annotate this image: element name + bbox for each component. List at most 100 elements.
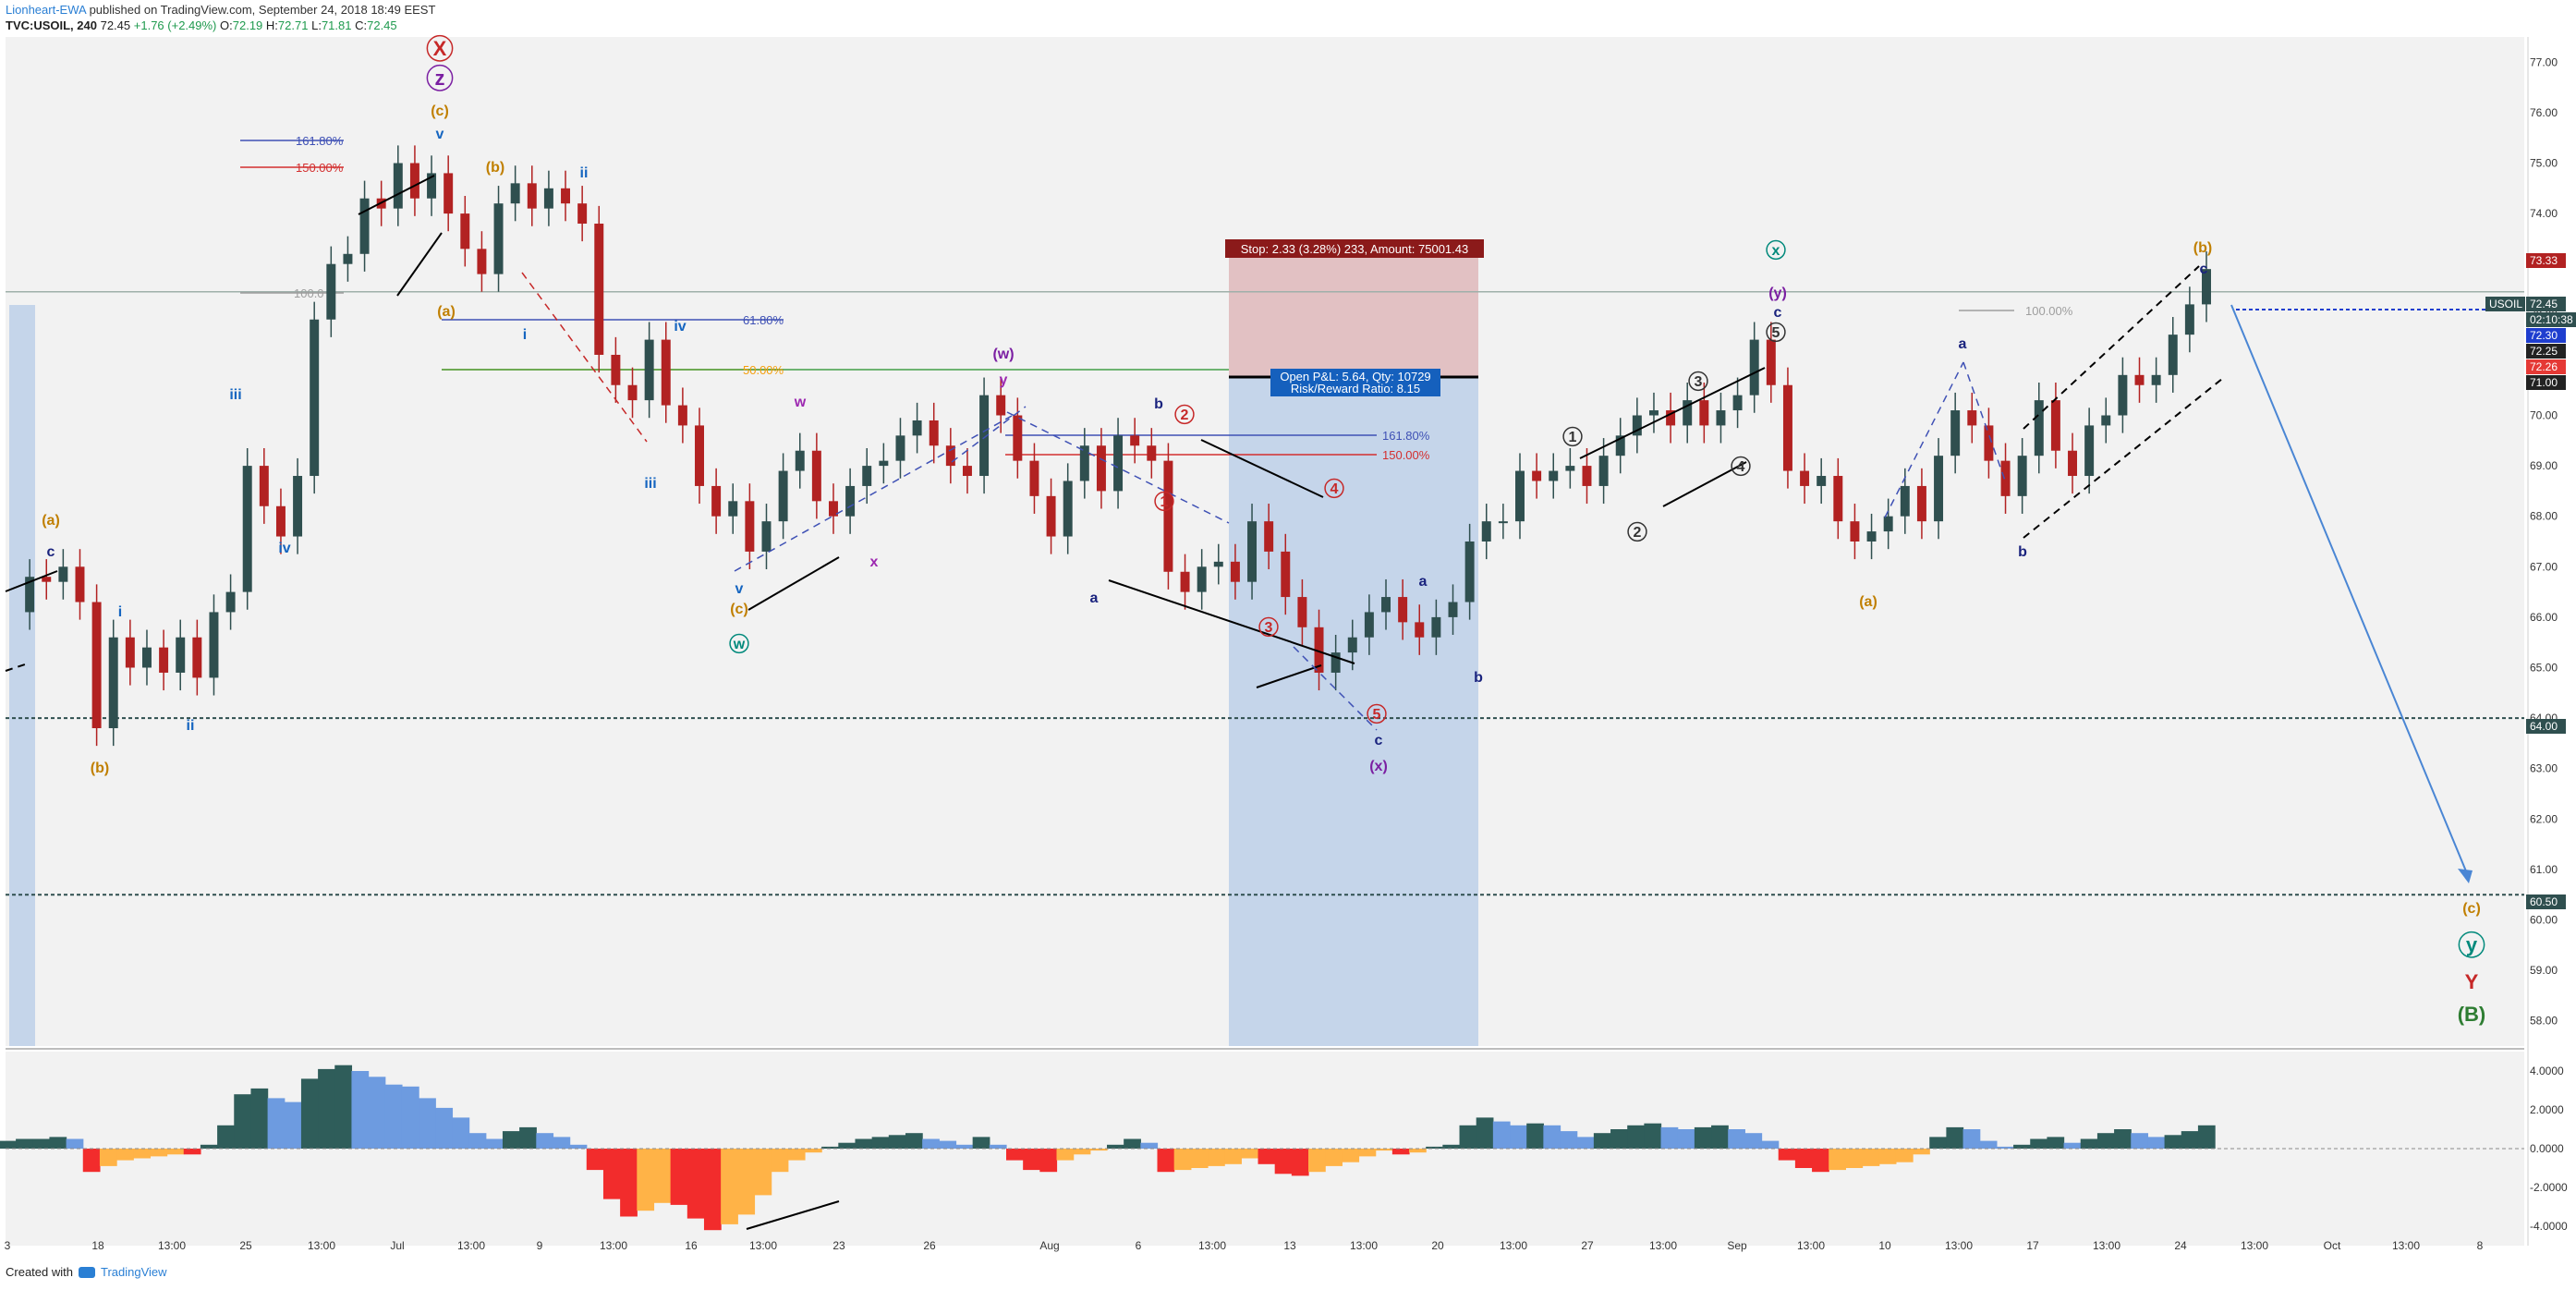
candle-body [25,577,35,613]
wave-label: (c) [730,602,748,617]
wave-label: (a) [437,304,456,320]
candle-body [1850,521,1860,542]
oscillator-bar [183,1149,201,1155]
candle-body [393,163,403,209]
candle-body [1415,622,1425,638]
candle-body [1096,445,1106,492]
candle-body [2184,304,2194,335]
candle-body [125,637,135,668]
price-axis-label: 72.45 [2530,298,2558,310]
pl-label: Open P&L: 5.64, Qty: 10729 [1280,370,1430,383]
time-tick: 27 [1581,1239,1594,1252]
price-tick: 63.00 [2530,762,2558,775]
wave-label: c [47,544,55,560]
trend-line [521,272,648,443]
candle-body [1532,470,1542,481]
oscillator-bar [1627,1125,1645,1149]
price-axis-label-bg [2526,344,2566,359]
wave-label: y [1000,372,1008,388]
wave-label: 5 [1373,707,1381,723]
price-change: +1.76 (+2.49%) [133,18,217,32]
candle-body [359,198,370,254]
time-tick: 13:00 [2241,1239,2268,1252]
candle-body [1817,476,1827,486]
oscillator-bar [1576,1137,1595,1149]
symbol-name[interactable]: TVC:USOIL, 240 [6,18,97,32]
wave-circle [1367,703,1387,724]
oscillator-tick: -4.0000 [2530,1220,2568,1233]
time-tick: 13:00 [1198,1239,1226,1252]
wave-label: x [870,554,879,570]
oscillator-bar [284,1101,302,1149]
wave-label: w [794,395,807,410]
wave-label: x [1772,243,1780,259]
wave-label: a [1419,574,1428,590]
wave-label: (b) [486,160,504,176]
fib-label: 100.0 [294,286,324,300]
candle-body [159,647,169,673]
price-tick: 74.00 [2530,207,2558,220]
wave-circle [1154,491,1174,512]
oscillator-bar [1593,1133,1611,1149]
time-tick: 18 [91,1239,104,1252]
candle-body [745,501,755,552]
oscillator-bar [602,1149,621,1199]
oscillator-bar [318,1068,335,1149]
wave-label: 1 [1160,494,1169,510]
wave-label: 2 [1634,525,1642,541]
wave-label: (y) [1768,286,1787,301]
tradingview-logo-icon [78,1266,95,1278]
candle-body [2017,456,2027,496]
time-tick: Sep [1727,1239,1747,1252]
candle-body [42,577,52,582]
candle-body [1515,470,1525,522]
price-axis-label: 60.50 [2530,895,2558,908]
oscillator-bar [16,1138,33,1149]
candle-body [1013,415,1023,461]
candle-body [1247,521,1258,582]
oscillator-bar [1409,1149,1427,1153]
candle-body [912,420,922,436]
candle-body [1364,612,1374,638]
price-tick: 61.00 [2530,863,2558,876]
candle-body [2118,374,2128,416]
author-name[interactable]: Lionheart-EWA [6,3,86,17]
oscillator-bar [1459,1125,1477,1149]
time-tick: Jul [390,1239,404,1252]
candle-body [895,435,905,461]
candle-body [1800,470,1810,486]
price-axis-label: USOIL [2489,298,2522,310]
candle-body [310,319,320,477]
candle-body [761,521,772,552]
time-tick: 10 [1878,1239,1891,1252]
wave-label: c [1375,733,1383,748]
trend-line [358,175,435,215]
time-tick: 13:00 [1797,1239,1825,1252]
oscillator-bar [1845,1149,1864,1168]
price-axis-label: 64.00 [2530,720,2558,733]
oscillator-bar [32,1138,51,1149]
trend-line [1256,664,1322,688]
oscillator-bar [1794,1149,1813,1168]
oscillator-bar [150,1149,168,1157]
price-tick: 75.00 [2530,157,2558,170]
wave-label: (w) [992,347,1014,362]
price-tick: 68.00 [2530,510,2558,523]
candle-body [209,612,219,678]
candle-body [1281,551,1291,598]
time-tick: 26 [923,1239,936,1252]
tradingview-link[interactable]: TradingView [100,1265,167,1279]
oscillator-bar [1878,1149,1897,1164]
candle-body [1398,597,1408,623]
wave-label: y [2466,933,2478,956]
stop-label-bg [1225,239,1484,258]
candle-body [1331,652,1341,673]
candle-body [2134,374,2145,385]
oscillator-bar [653,1149,672,1203]
time-tick: 13 [1283,1239,1296,1252]
candle-body [945,445,955,467]
price-axis-label-bg [2526,253,2566,268]
oscillator-bar [1325,1149,1343,1166]
oscillator-bar [217,1125,235,1149]
